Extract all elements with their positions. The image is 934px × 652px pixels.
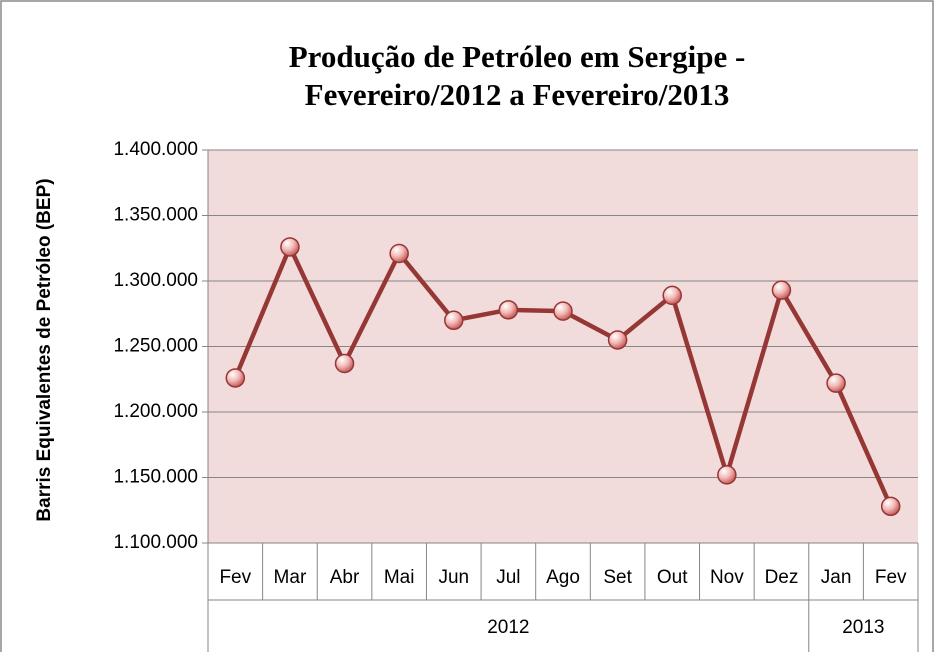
x-group-label: 2012	[487, 617, 529, 638]
y-tick-label: 1.150.000	[113, 467, 198, 488]
x-tick-label: Abr	[330, 567, 360, 588]
data-point	[225, 368, 246, 388]
data-point	[607, 330, 628, 350]
y-tick-label: 1.300.000	[113, 270, 198, 291]
y-tick-label: 1.100.000	[113, 532, 198, 553]
data-point	[498, 300, 519, 320]
x-tick-label: Jun	[438, 567, 469, 588]
data-point	[280, 237, 300, 257]
data-point	[389, 243, 409, 264]
x-tick-label: Nov	[710, 567, 744, 588]
data-point	[662, 285, 682, 306]
data-point	[717, 465, 737, 485]
y-tick-label: 1.250.000	[113, 336, 198, 357]
x-tick-label: Ago	[546, 567, 580, 588]
x-group-label: 2013	[842, 617, 884, 638]
x-tick-label: Jan	[821, 567, 852, 588]
x-tick-label: Mar	[274, 567, 307, 588]
y-tick-label: 1.200.000	[113, 401, 198, 422]
chart-title: Produção de Petróleo em Sergipe - Fevere…	[288, 39, 746, 112]
y-tick-label: 1.350.000	[113, 205, 198, 226]
x-tick-label: Dez	[765, 567, 799, 588]
data-point	[444, 310, 464, 331]
x-tick-label: Mai	[384, 567, 415, 588]
x-tick-label: Fev	[219, 567, 251, 588]
data-point	[553, 301, 573, 321]
data-point	[880, 496, 901, 517]
x-tick-label: Out	[657, 567, 688, 588]
x-tick-label: Fev	[875, 567, 907, 588]
y-tick-label: 1.400.000	[113, 139, 198, 160]
data-point	[826, 373, 846, 393]
x-tick-label: Set	[603, 567, 632, 588]
data-point	[334, 353, 355, 374]
data-point	[771, 280, 792, 300]
x-tick-label: Jul	[496, 567, 520, 588]
y-axis-label: Barris Equivalentes de Petróleo (BEP)	[34, 178, 55, 521]
